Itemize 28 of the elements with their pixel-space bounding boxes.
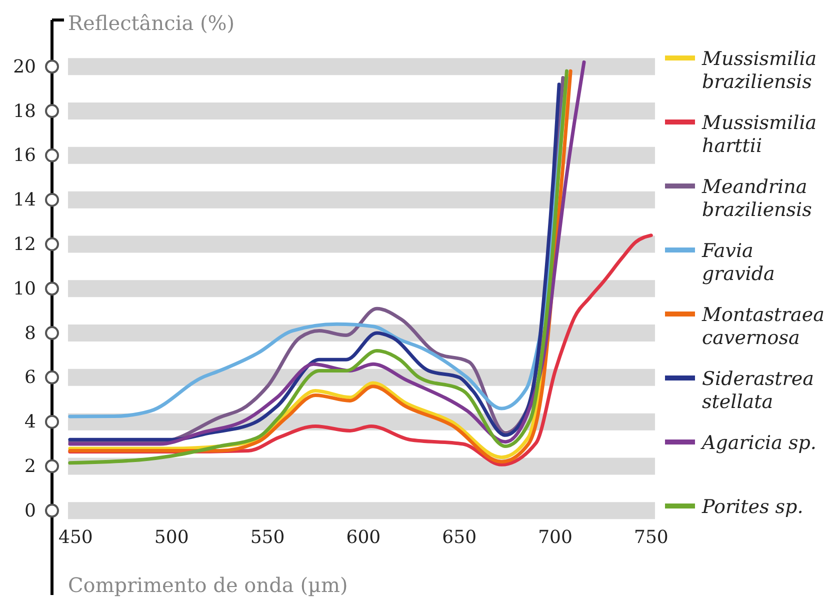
x-tick-label: 600 bbox=[346, 526, 381, 548]
x-tick-label: 550 bbox=[250, 526, 285, 548]
legend-label: Mussismilia braziliensis bbox=[701, 48, 817, 93]
y-tick-label: 0 bbox=[24, 500, 36, 522]
y-tick-label: 10 bbox=[13, 278, 36, 300]
x-tick-label: 450 bbox=[58, 526, 93, 548]
x-axis-title: Comprimento de onda (µm) bbox=[68, 573, 348, 597]
legend-label: Siderastrea stellata bbox=[702, 368, 814, 413]
y-tick-label: 8 bbox=[24, 322, 36, 344]
legend-label: Mussismilia harttii bbox=[701, 112, 817, 157]
x-tick-label: 750 bbox=[634, 526, 668, 548]
y-tick-label: 18 bbox=[13, 100, 36, 122]
x-tick-label: 650 bbox=[442, 526, 477, 548]
legend-label: Meandrina braziliensis bbox=[701, 176, 812, 221]
y-tick-label: 12 bbox=[13, 234, 36, 255]
legend-label: Agaricia sp. bbox=[700, 432, 816, 454]
legend-label: Montastraea cavernosa bbox=[701, 304, 824, 349]
y-tick-label: 2 bbox=[24, 456, 36, 477]
legend-label: Favia gravida bbox=[701, 240, 775, 285]
y-tick-label: 4 bbox=[24, 412, 36, 433]
y-tick-label: 14 bbox=[13, 190, 36, 211]
y-tick-label: 6 bbox=[24, 367, 36, 388]
y-axis-title: Reflectância (%) bbox=[68, 11, 235, 35]
y-tick-label: 20 bbox=[13, 56, 36, 78]
legend-label: Porites sp. bbox=[701, 496, 804, 518]
x-tick-label: 700 bbox=[538, 526, 572, 548]
x-tick-label: 500 bbox=[154, 526, 189, 548]
y-tick-label: 16 bbox=[13, 145, 36, 166]
